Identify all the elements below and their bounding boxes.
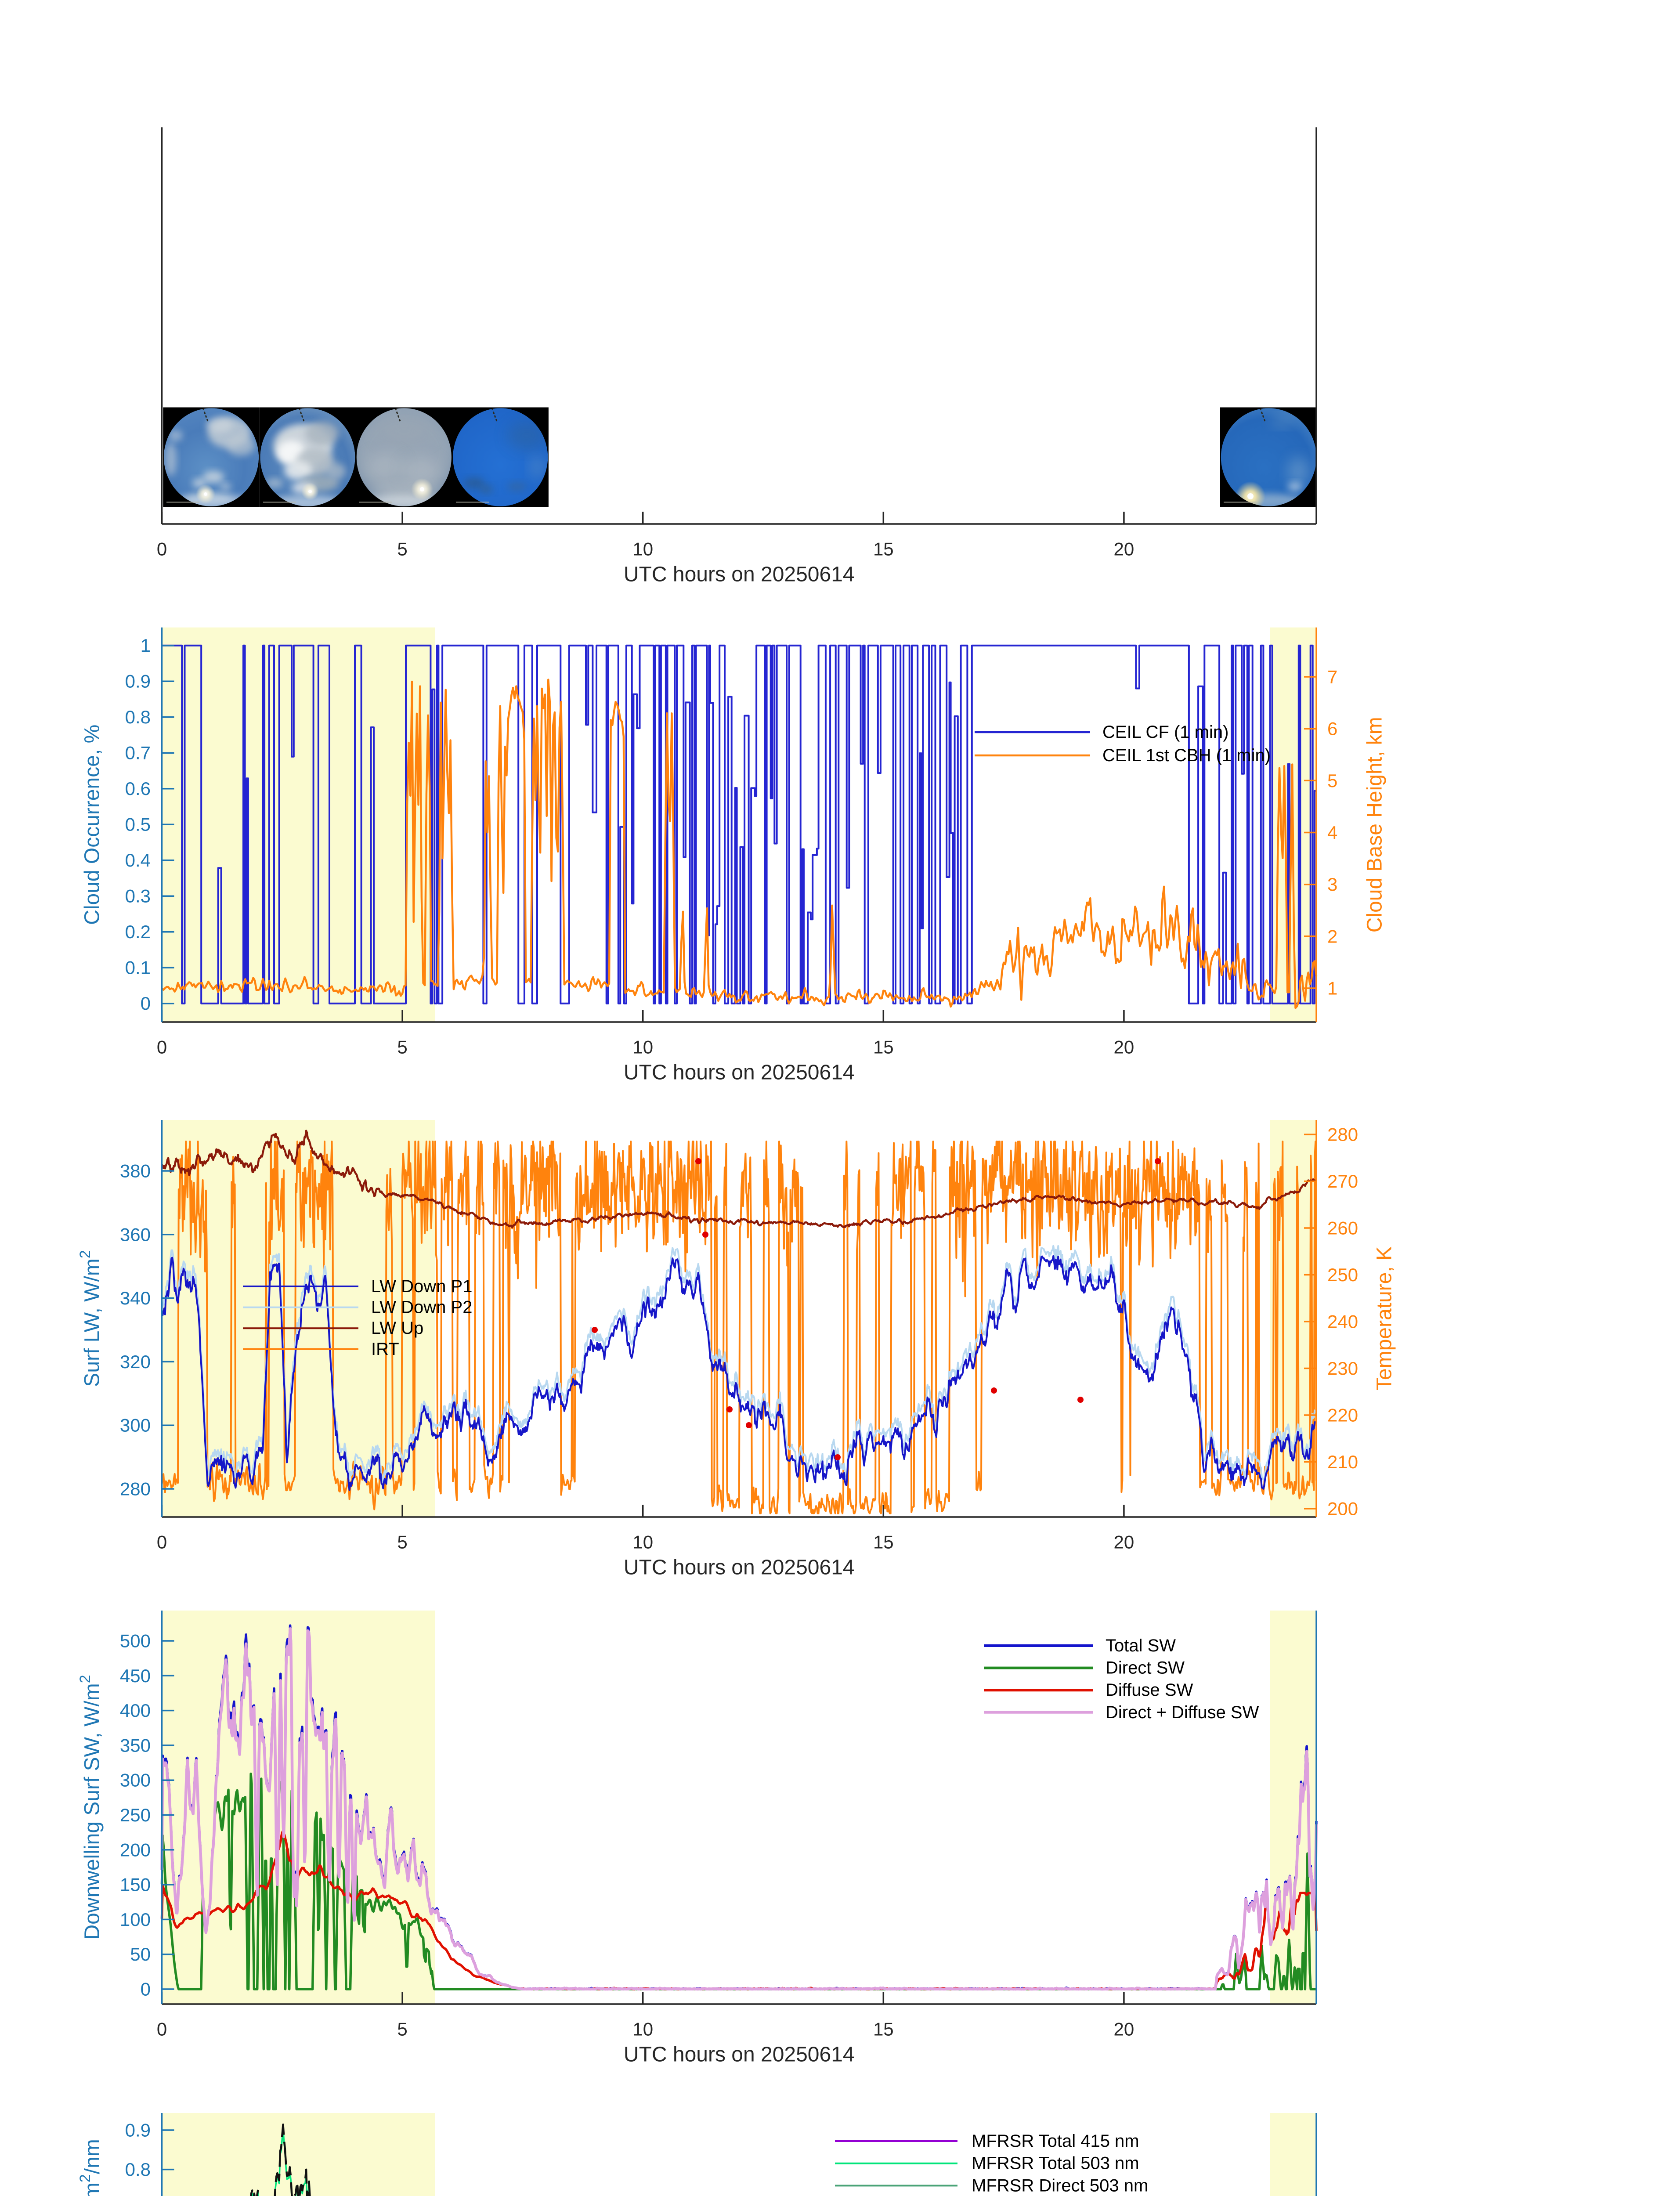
svg-text:MFRSR Total 415 nm: MFRSR Total 415 nm (972, 2131, 1139, 2151)
svg-text:280: 280 (1327, 1124, 1358, 1145)
svg-text:0.9: 0.9 (125, 2120, 151, 2141)
svg-text:230: 230 (1327, 1358, 1358, 1379)
svg-text:15: 15 (873, 2019, 894, 2040)
svg-text:0.9: 0.9 (125, 671, 151, 692)
svg-text:380: 380 (120, 1161, 151, 1181)
svg-text:270: 270 (1327, 1171, 1358, 1192)
svg-text:350: 350 (120, 1735, 151, 1755)
svg-text:15: 15 (873, 1532, 894, 1553)
svg-text:15: 15 (873, 1037, 894, 1058)
svg-text:200: 200 (1327, 1499, 1358, 1519)
svg-text:UTC hours on 20250614: UTC hours on 20250614 (624, 1061, 855, 1084)
svg-text:10: 10 (632, 1532, 653, 1553)
svg-text:20: 20 (1114, 2019, 1134, 2040)
svg-text:UTC hours on 20250614: UTC hours on 20250614 (624, 2043, 855, 2066)
svg-text:280: 280 (120, 1479, 151, 1499)
svg-text:450: 450 (120, 1665, 151, 1686)
svg-text:Downwelling Narrowband, W/m2/n: Downwelling Narrowband, W/m2/nm (77, 2139, 104, 2196)
svg-text:0.5: 0.5 (125, 814, 151, 835)
svg-text:300: 300 (120, 1415, 151, 1436)
svg-text:210: 210 (1327, 1452, 1358, 1472)
svg-text:Downwelling Surf SW, W/m2: Downwelling Surf SW, W/m2 (77, 1675, 104, 1940)
svg-text:10: 10 (632, 2019, 653, 2040)
svg-text:UTC hours on 20250614: UTC hours on 20250614 (624, 1556, 855, 1579)
svg-text:0.6: 0.6 (125, 778, 151, 799)
svg-text:250: 250 (120, 1805, 151, 1825)
svg-text:0.1: 0.1 (125, 957, 151, 978)
svg-text:MFRSR Total 503 nm: MFRSR Total 503 nm (972, 2154, 1139, 2173)
svg-text:0.2: 0.2 (125, 921, 151, 942)
svg-text:400: 400 (120, 1700, 151, 1721)
svg-text:Cloud Base Height, km: Cloud Base Height, km (1363, 717, 1387, 932)
svg-text:Surf LW, W/m2: Surf LW, W/m2 (77, 1250, 104, 1387)
svg-text:Diffuse SW: Diffuse SW (1106, 1680, 1193, 1700)
svg-text:5: 5 (397, 539, 407, 560)
svg-text:0: 0 (141, 993, 151, 1014)
svg-text:0.8: 0.8 (125, 2159, 151, 2180)
svg-text:0: 0 (141, 1979, 151, 2000)
svg-text:15: 15 (873, 539, 894, 560)
svg-text:0: 0 (157, 539, 167, 560)
svg-text:1: 1 (1327, 978, 1337, 999)
svg-text:320: 320 (120, 1351, 151, 1372)
svg-text:0.3: 0.3 (125, 886, 151, 907)
svg-text:360: 360 (120, 1224, 151, 1245)
svg-text:0.8: 0.8 (125, 707, 151, 727)
svg-text:UTC hours on 20250614: UTC hours on 20250614 (624, 563, 855, 586)
svg-text:Cloud Occurrence, %: Cloud Occurrence, % (81, 725, 104, 925)
svg-text:Temperature, K: Temperature, K (1373, 1246, 1396, 1391)
svg-text:5: 5 (397, 1037, 407, 1058)
svg-text:7: 7 (1327, 667, 1337, 687)
svg-text:220: 220 (1327, 1405, 1358, 1426)
svg-text:0: 0 (157, 1037, 167, 1058)
svg-text:100: 100 (120, 1909, 151, 1930)
svg-text:2: 2 (1327, 926, 1337, 946)
svg-text:10: 10 (632, 539, 653, 560)
svg-text:0.4: 0.4 (125, 850, 151, 870)
svg-text:5: 5 (1327, 770, 1337, 791)
svg-text:20: 20 (1114, 1532, 1134, 1553)
svg-text:150: 150 (120, 1875, 151, 1895)
svg-text:0: 0 (157, 2019, 167, 2040)
svg-text:300: 300 (120, 1770, 151, 1791)
svg-text:CEIL CF (1 min): CEIL CF (1 min) (1102, 722, 1228, 742)
svg-text:1: 1 (141, 635, 151, 656)
svg-text:50: 50 (130, 1944, 151, 1965)
svg-text:20: 20 (1114, 539, 1134, 560)
svg-text:260: 260 (1327, 1218, 1358, 1239)
svg-text:500: 500 (120, 1631, 151, 1651)
svg-text:LW Down P2: LW Down P2 (371, 1298, 472, 1317)
svg-text:10: 10 (632, 1037, 653, 1058)
svg-text:CEIL 1st CBH (1 min): CEIL 1st CBH (1 min) (1102, 746, 1271, 765)
svg-text:Direct + Diffuse SW: Direct + Diffuse SW (1106, 1703, 1259, 1722)
svg-text:MFRSR Direct 503 nm: MFRSR Direct 503 nm (972, 2176, 1148, 2195)
svg-text:20: 20 (1114, 1037, 1134, 1058)
svg-text:LW Down P1: LW Down P1 (371, 1277, 472, 1296)
svg-text:240: 240 (1327, 1311, 1358, 1332)
svg-text:0: 0 (157, 1532, 167, 1553)
svg-text:IRT: IRT (371, 1340, 399, 1359)
svg-text:4: 4 (1327, 822, 1337, 843)
svg-text:340: 340 (120, 1288, 151, 1308)
svg-text:6: 6 (1327, 719, 1337, 739)
svg-text:250: 250 (1327, 1264, 1358, 1285)
svg-text:Total SW: Total SW (1106, 1636, 1176, 1655)
svg-text:Direct SW: Direct SW (1106, 1658, 1185, 1678)
svg-text:5: 5 (397, 1532, 407, 1553)
svg-text:5: 5 (397, 2019, 407, 2040)
svg-text:LW Up: LW Up (371, 1318, 423, 1338)
svg-text:200: 200 (120, 1839, 151, 1860)
svg-text:0.7: 0.7 (125, 743, 151, 763)
svg-text:3: 3 (1327, 874, 1337, 895)
